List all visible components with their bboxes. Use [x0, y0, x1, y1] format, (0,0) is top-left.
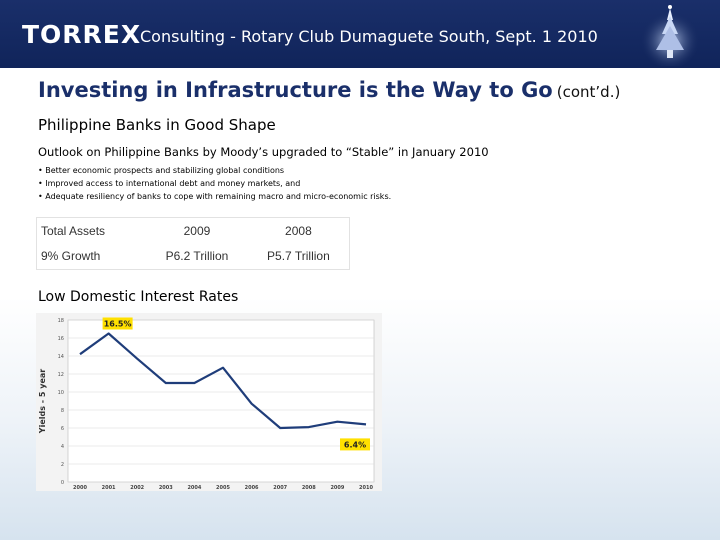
x-tick-label: 2006: [245, 485, 259, 491]
y-tick-label: 10: [58, 390, 64, 396]
table-cell: 2008: [285, 223, 312, 238]
christmas-tree-icon: [640, 5, 700, 66]
annotation-badge: [340, 438, 370, 451]
y-tick-label: 2: [61, 462, 64, 468]
table-cell: 2009: [183, 223, 211, 238]
y-tick-label: 18: [58, 318, 64, 324]
table-cell: P5.7 Trillion: [267, 249, 330, 264]
x-tick-label: 2000: [73, 485, 87, 491]
x-tick-label: 2009: [330, 485, 344, 491]
y-tick-label: 6: [61, 426, 64, 432]
x-tick-label: 2007: [273, 485, 287, 491]
x-tick-label: 2002: [130, 485, 144, 491]
y-tick-label: 4: [61, 444, 64, 450]
y-tick-label: 16: [58, 336, 64, 342]
header-banner: TORREX Consulting - Rotary Club Dumaguet…: [0, 0, 720, 68]
x-tick-label: 2003: [159, 485, 173, 491]
plot-area: [67, 319, 375, 483]
annotation-label: 6.4%: [344, 440, 366, 449]
x-tick-label: 2001: [102, 485, 116, 491]
annotation-badge: [102, 317, 133, 330]
slide-title-main: Investing in Infrastructure is the Way t…: [38, 78, 553, 102]
outlook-text: Outlook on Philippine Banks by Moody’s u…: [38, 145, 489, 159]
bullet-item: • Adequate resiliency of banks to cope w…: [38, 192, 392, 201]
table-row: 9% Growth P6.2 Trillion P5.7 Trillion: [37, 244, 350, 270]
x-tick-label: 2005: [216, 485, 230, 491]
section-heading-banks: Philippine Banks in Good Shape: [38, 116, 276, 134]
x-tick-label: 2010: [359, 485, 373, 491]
bullet-list: • Better economic prospects and stabiliz…: [38, 164, 391, 203]
yield-chart-svg: 0 2 4 6 8 10 12 14 16 18 2000 2001 2002 2003 2004 2005 2…: [38, 317, 375, 491]
table-header-row: Total Assets 2009 2008: [37, 218, 350, 244]
table-cell: 9% Growth: [41, 249, 101, 264]
y-tick-label: 0: [61, 480, 64, 486]
annotation-label: 16.5%: [104, 320, 132, 329]
yield-chart: 0 2 4 6 8 10 12 14 16 18 2000 2001 2002 2003 2004 2005 2…: [36, 313, 382, 491]
section-heading-interest-rates: Low Domestic Interest Rates: [38, 289, 239, 305]
x-tick-label: 2004: [187, 485, 201, 491]
bullet-item: • Improved access to international debt …: [38, 179, 301, 188]
brand-logo-text: TORREX: [22, 20, 142, 49]
y-tick-label: 14: [58, 354, 64, 360]
series-line: [79, 332, 367, 430]
y-tick-label: 8: [61, 408, 64, 414]
table-cell: Total Assets: [41, 223, 106, 238]
header-title: Consulting - Rotary Club Dumaguete South…: [140, 27, 598, 46]
slide-title-suffix: (cont’d.): [556, 83, 621, 101]
total-assets-table: Total Assets 2009 2008 9% Growth P6.2 Tr…: [36, 217, 350, 270]
bullet-item: • Better economic prospects and stabiliz…: [38, 166, 285, 175]
y-tick-label: 12: [58, 372, 64, 378]
y-axis-label: Yields - 5 year: [38, 369, 47, 434]
table-cell: P6.2 Trillion: [165, 249, 229, 264]
slide-title: Investing in Infrastructure is the Way t…: [38, 78, 620, 102]
x-tick-label: 2008: [302, 485, 316, 491]
